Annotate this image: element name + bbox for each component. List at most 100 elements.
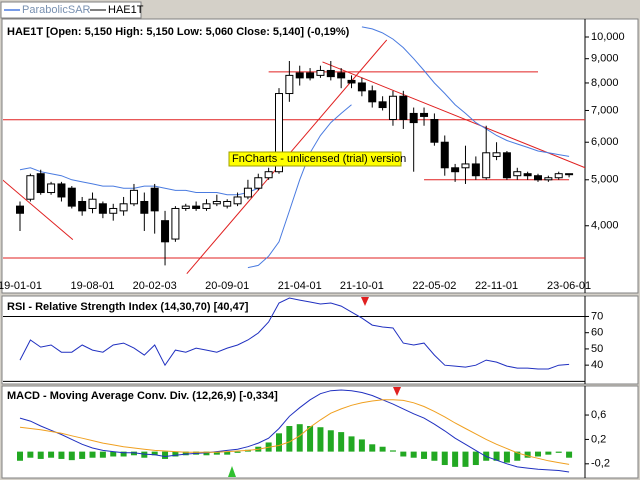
- x-tick-label: 22-05-02: [412, 280, 456, 292]
- candle-body: [67, 187, 76, 207]
- candle-body: [502, 152, 511, 179]
- histogram-bar: [286, 426, 293, 452]
- histogram-bar: [389, 450, 396, 452]
- candle-body: [554, 173, 563, 179]
- candle-body: [171, 207, 180, 240]
- sar-line: [247, 104, 352, 269]
- histogram-bar: [566, 451, 573, 458]
- candle-body: [482, 152, 491, 179]
- histogram-bar: [276, 433, 282, 452]
- legend: ParabolicSAR HAE1T: [0, 1, 144, 19]
- histogram-bar: [462, 451, 469, 467]
- histogram-bar: [410, 451, 417, 458]
- candle-body: [88, 198, 97, 209]
- trend-line: [3, 179, 74, 240]
- histogram-bar: [234, 451, 241, 453]
- candle-body: [243, 187, 252, 198]
- histogram-bar: [317, 427, 324, 452]
- histogram-bar: [535, 451, 541, 457]
- y-tick-label: 60: [591, 327, 603, 339]
- candle-body: [440, 141, 449, 169]
- x-tick-label: 22-11-01: [475, 280, 518, 292]
- histogram-bar: [421, 451, 428, 459]
- candle-body: [254, 177, 263, 189]
- candle-body: [36, 173, 45, 194]
- sar-line: [19, 26, 570, 196]
- candle-body: [513, 171, 522, 177]
- rsi-panel: [1, 295, 639, 385]
- candle-body: [150, 187, 159, 212]
- candle-body: [565, 173, 574, 176]
- histogram-bar: [338, 432, 345, 452]
- candle-body: [534, 175, 542, 181]
- histogram-bar: [172, 451, 179, 457]
- candle-body: [378, 101, 387, 109]
- histogram-bar: [58, 451, 65, 459]
- y-tick-label: 5,000: [591, 174, 619, 186]
- histogram-bar: [379, 446, 386, 452]
- annotation-box: [228, 151, 402, 167]
- candle-body: [78, 200, 87, 212]
- candle-body: [275, 93, 283, 173]
- y-tick-label: 7,000: [591, 104, 619, 116]
- y-tick-label: 10,000: [591, 31, 625, 43]
- candle-body: [109, 207, 118, 214]
- histogram-bar: [120, 451, 127, 457]
- candle-body: [202, 203, 211, 209]
- histogram-bar: [182, 451, 189, 456]
- candle-body: [430, 118, 439, 143]
- candle-body: [461, 163, 470, 169]
- histogram-bar: [545, 451, 552, 455]
- histogram-bar: [27, 451, 34, 458]
- legend-box: [0, 1, 142, 19]
- y-tick-label: 9,000: [591, 53, 619, 65]
- candle-body: [357, 82, 366, 92]
- histogram-bar: [472, 451, 479, 466]
- histogram-bar: [400, 451, 407, 457]
- candle-body: [388, 95, 397, 120]
- histogram-bar: [431, 451, 438, 461]
- candle-body: [523, 173, 532, 177]
- histogram-bar: [68, 451, 75, 461]
- candle-body: [26, 175, 35, 200]
- legend-label[interactable]: ParabolicSAR: [22, 4, 91, 16]
- histogram-bar: [110, 451, 117, 457]
- x-tick-label: 20-09-01: [205, 280, 249, 292]
- histogram-bar: [151, 451, 158, 456]
- candle-body: [368, 90, 377, 103]
- histogram-bar: [327, 430, 334, 452]
- y-tick-label: 70: [591, 310, 603, 322]
- macd-line: [19, 389, 570, 473]
- candle-body: [119, 203, 128, 212]
- candle-body: [233, 196, 242, 205]
- histogram-bar: [162, 451, 169, 459]
- candle-body: [451, 167, 460, 173]
- y-tick-label: 40: [591, 359, 603, 371]
- histogram-bar: [99, 451, 106, 458]
- histogram-bar: [358, 439, 365, 452]
- candle-body: [161, 220, 170, 243]
- panel-title: RSI - Relative Strength Index (14,30,70)…: [7, 301, 249, 313]
- histogram-bar: [524, 451, 531, 458]
- histogram-bar: [89, 451, 96, 458]
- y-tick-label: 0,2: [591, 433, 606, 445]
- chart-title: HAE1T [Open: 5,150 High: 5,150 Low: 5,06…: [7, 26, 350, 38]
- candle-body: [98, 203, 107, 214]
- histogram-bar: [514, 451, 521, 461]
- rsi-line: [19, 297, 570, 370]
- candle-body: [129, 189, 138, 205]
- y-tick-label: 50: [591, 343, 603, 355]
- histogram-bar: [224, 451, 231, 455]
- histogram-bar: [493, 451, 500, 461]
- histogram-bar: [307, 426, 314, 452]
- histogram-bar: [48, 451, 55, 458]
- candle-body: [16, 205, 24, 214]
- histogram-bar: [348, 436, 355, 452]
- candle-body: [347, 79, 356, 84]
- x-tick-label: 21-10-01: [340, 280, 384, 292]
- candle-body: [306, 72, 315, 79]
- legend-label[interactable]: HAE1T: [108, 4, 144, 16]
- histogram-bar: [555, 451, 562, 453]
- histogram-bar: [79, 451, 86, 459]
